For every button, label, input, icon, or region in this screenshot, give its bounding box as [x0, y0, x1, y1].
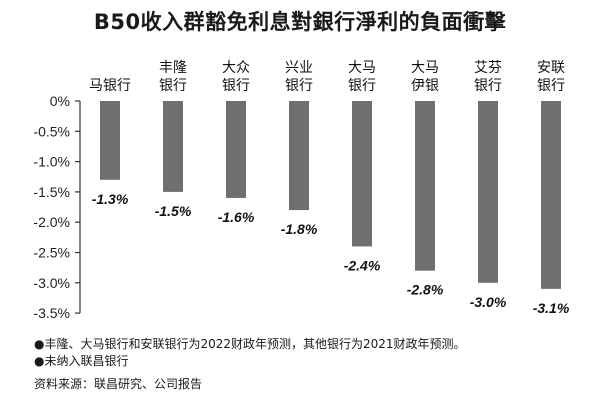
value-label: -3.1%	[533, 300, 570, 316]
footnote-forecast: ●丰隆、大马银行和安联银行为2022财政年预测，其他银行为2021财政年预测。	[34, 337, 466, 351]
bar	[100, 101, 120, 180]
bar	[478, 101, 498, 283]
value-label: -1.6%	[218, 209, 255, 225]
bar	[226, 101, 246, 198]
y-tick-label: -0.5%	[33, 123, 70, 139]
category-label: 大众银行	[222, 60, 250, 94]
value-label: -1.3%	[92, 191, 129, 207]
y-tick-label: -1.0%	[33, 154, 70, 170]
category-label: 大马银行	[348, 60, 376, 94]
value-label: -1.8%	[281, 221, 318, 237]
category-label: 兴业银行	[285, 60, 313, 94]
footnote-excluded: ●未纳入联昌银行	[34, 354, 129, 368]
category-label: 大马伊银	[411, 60, 439, 94]
bar	[541, 101, 561, 289]
y-tick-label: -2.5%	[33, 245, 70, 261]
category-label: 安联银行	[537, 60, 565, 94]
y-tick-label: -3.0%	[33, 275, 70, 291]
value-label: -2.8%	[407, 282, 444, 298]
bar	[163, 101, 183, 192]
y-tick-label: -3.5%	[33, 305, 70, 321]
category-label: 丰隆银行	[159, 60, 187, 94]
value-label: -1.5%	[155, 203, 192, 219]
category-label: 艾芬银行	[474, 60, 502, 94]
y-tick-label: -2.0%	[33, 214, 70, 230]
category-label: 马银行	[89, 78, 131, 94]
bar	[415, 101, 435, 271]
bar	[352, 101, 372, 247]
value-label: -2.4%	[344, 257, 381, 273]
source-note: 资料来源：联昌研究、公司报告	[34, 377, 203, 391]
bar	[289, 101, 309, 211]
y-tick-label: 0%	[50, 93, 70, 109]
y-tick-label: -1.5%	[33, 184, 70, 200]
value-label: -3.0%	[470, 294, 507, 310]
chart-title: B50收入群豁免利息對銀行淨利的負面衝擊	[93, 10, 507, 34]
